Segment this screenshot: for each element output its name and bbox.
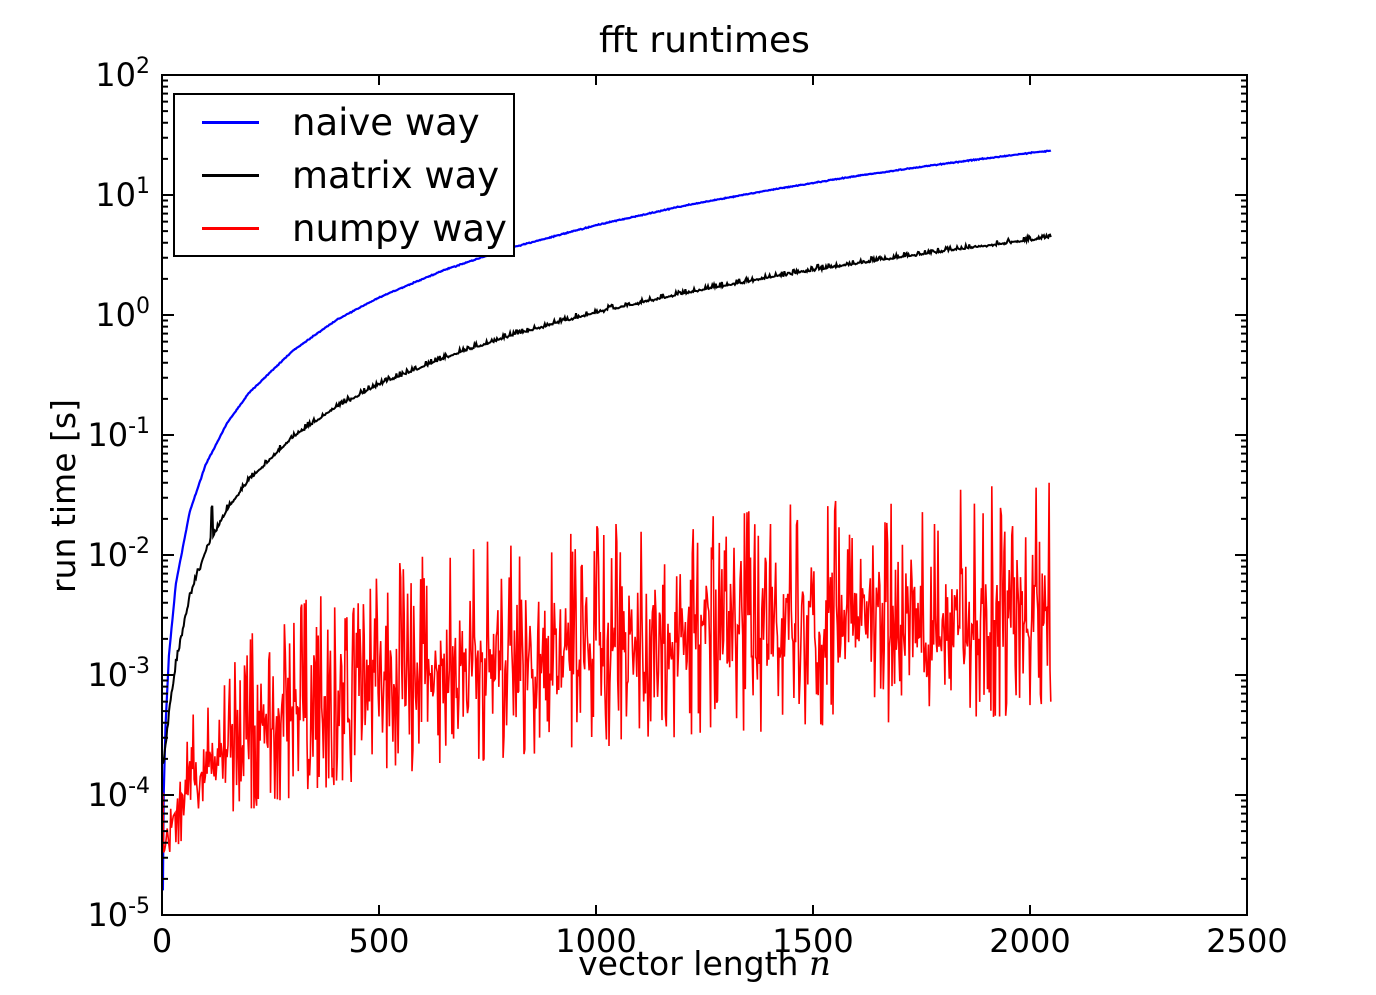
x-tick-label-0: 0 <box>151 922 173 960</box>
legend-label-naive-way: naive way <box>292 100 480 144</box>
axes-frame <box>161 74 1248 916</box>
y-tick-label-1e-2: 10-2 <box>87 534 150 574</box>
y-tick-label-1e1: 101 <box>95 174 150 214</box>
x-tick-label-1000: 1000 <box>555 922 637 960</box>
x-axis-label-text: vector length <box>578 944 799 983</box>
legend-line-numpy-way <box>202 226 259 230</box>
series-line-numpy-way <box>162 482 1052 853</box>
y-ticks <box>162 74 1247 916</box>
x-axis-label: vector length n <box>162 944 1247 984</box>
series-group <box>161 149 1052 891</box>
legend-entry-naive-way: naive way <box>175 95 513 149</box>
legend-label-numpy-way: numpy way <box>292 206 507 250</box>
y-tick-label-1e-3: 10-3 <box>87 654 150 694</box>
x-tick-label-500: 500 <box>348 922 410 960</box>
x-ticks <box>161 75 1248 915</box>
series-line-naive-way <box>161 149 1052 891</box>
legend-entry-numpy-way: numpy way <box>175 201 513 255</box>
legend-entry-matrix-way: matrix way <box>175 148 513 202</box>
x-tick-label-2000: 2000 <box>989 922 1071 960</box>
legend-label-matrix-way: matrix way <box>292 153 500 197</box>
x-axis-label-math-n: n <box>808 944 831 984</box>
legend: naive way matrix way numpy way <box>173 93 515 257</box>
x-tick-label-1500: 1500 <box>772 922 854 960</box>
y-tick-label-1e0: 100 <box>95 294 150 334</box>
chart-title: fft runtimes <box>599 20 810 61</box>
y-tick-label-1e-5: 10-5 <box>87 894 150 934</box>
legend-line-matrix-way <box>202 173 259 177</box>
y-axis-label: run time [s] <box>44 399 83 593</box>
x-tick-label-2500: 2500 <box>1206 922 1288 960</box>
y-tick-label-1e-4: 10-4 <box>87 774 150 814</box>
legend-line-naive-way <box>202 120 259 124</box>
y-tick-label-1e-1: 10-1 <box>87 414 150 454</box>
y-tick-label-1e2: 102 <box>95 54 150 94</box>
series-line-matrix-way <box>161 232 1052 765</box>
